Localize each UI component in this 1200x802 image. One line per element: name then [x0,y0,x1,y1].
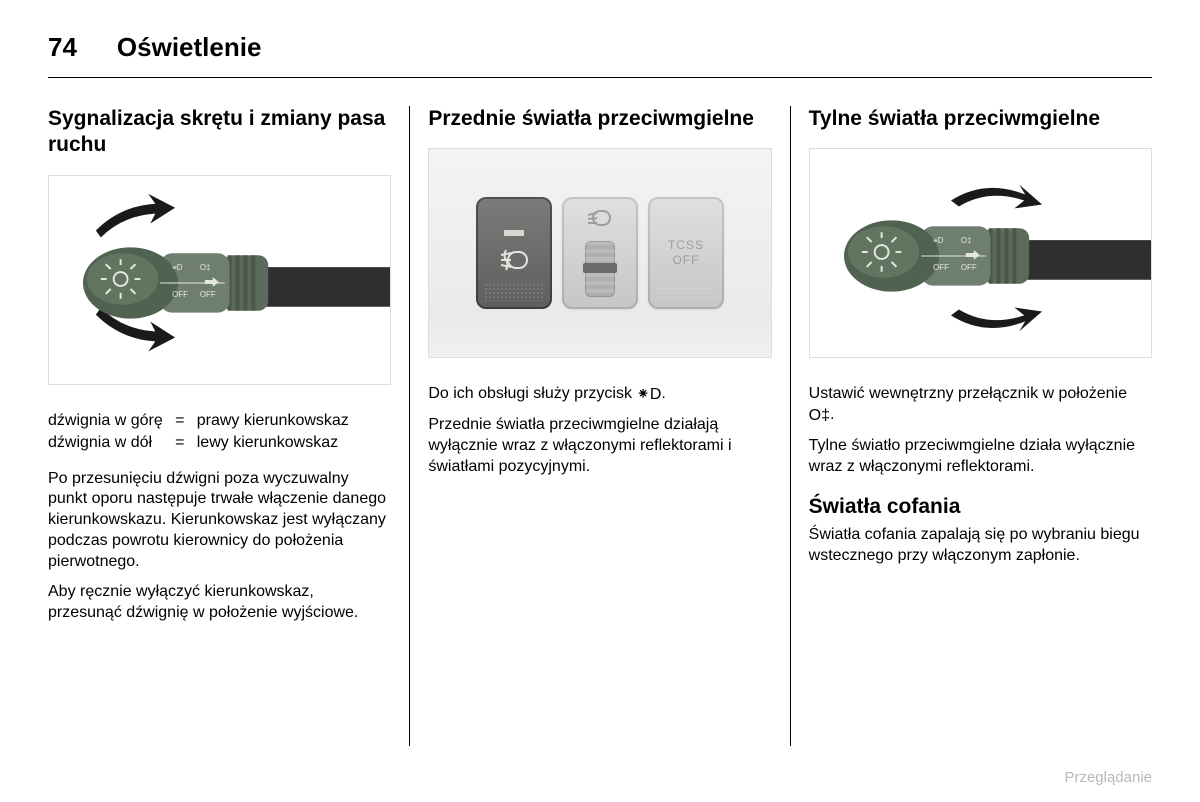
column-rear-fog: Tylne światła przeciwmgielne [790,106,1152,746]
turn-signal-paragraph-1: Po przesunięciu dźwigni poza wyczuwalny … [48,469,391,573]
front-fog-paragraph-1: Do ich obsługi służy przycisk ⁕D. [428,384,771,405]
figure-turn-signal-stalk: ≡D O‡ OFF OFF [48,175,391,385]
chapter-title: Oświetlenie [117,32,262,63]
footer-label: Przeglądanie [1064,769,1152,786]
svg-text:≡D: ≡D [933,236,944,245]
svg-text:OFF: OFF [933,263,949,272]
level-dial-icon [585,241,615,297]
tcss-off-button: TCSSOFF [648,197,724,309]
equals-sign: = [171,433,189,453]
figure-dash-buttons: TCSSOFF [428,148,771,358]
headlamp-icon [586,209,614,231]
lever-definition-table: dźwignia w górę = prawy kierunkowskaz dź… [48,411,391,453]
rear-fog-paragraph-2: Tylne światło przeciwmgielne działa wyłą… [809,436,1152,478]
svg-text:OFF: OFF [172,289,188,298]
turn-signal-paragraph-2: Aby ręcznie wyłączyć kierunkowskaz, prze… [48,582,391,624]
page-number: 74 [48,32,77,63]
column-turn-signals: Sygnalizacja skrętu i zmiany pasa ruchu [48,106,409,746]
heading-turn-signals: Sygnalizacja skrętu i zmiany pasa ruchu [48,106,391,159]
stalk-illustration: ≡D O‡ OFF OFF [49,176,390,384]
rear-fog-glyph-icon: O‡ [809,408,830,424]
column-front-fog: Przednie światła przeciwmgielne [409,106,789,746]
page-header: 74 Oświetlenie [48,32,1152,78]
heading-rear-fog: Tylne światła przeciwmgielne [809,106,1152,132]
fog-light-button [476,197,552,309]
heading-front-fog: Przednie światła przeciwmgielne [428,106,771,132]
def-term-down: dźwignia w dół [48,433,163,453]
svg-text:OFF: OFF [200,289,216,298]
figure-rear-fog-stalk: ≡D O‡ OFF OFF [809,148,1152,358]
heading-reverse-lights: Światła cofania [809,495,1152,519]
headlamp-level-button [562,197,638,309]
stalk-rotate-illustration: ≡D O‡ OFF OFF [810,149,1151,357]
tcss-label: TCSSOFF [668,238,704,269]
svg-text:OFF: OFF [961,263,977,272]
svg-text:O‡: O‡ [200,263,211,272]
content-columns: Sygnalizacja skrętu i zmiany pasa ruchu [48,106,1152,746]
fog-button-glyph-icon: ⁕D [636,387,661,403]
def-term-up: dźwignia w górę [48,411,163,431]
rear-fog-paragraph-1: Ustawić wewnętrzny przełącznik w położen… [809,384,1152,426]
button-led-icon [504,230,524,236]
svg-text:≡D: ≡D [172,263,183,272]
equals-sign: = [171,411,189,431]
front-fog-paragraph-2: Przednie światła przeciwmgielne działają… [428,415,771,477]
def-val-left: lewy kierunkowskaz [197,433,392,453]
svg-text:O‡: O‡ [961,236,972,245]
fog-light-icon [498,248,530,277]
def-val-right: prawy kierunkowskaz [197,411,392,431]
reverse-lights-paragraph: Światła cofania zapalają się po wybraniu… [809,525,1152,567]
